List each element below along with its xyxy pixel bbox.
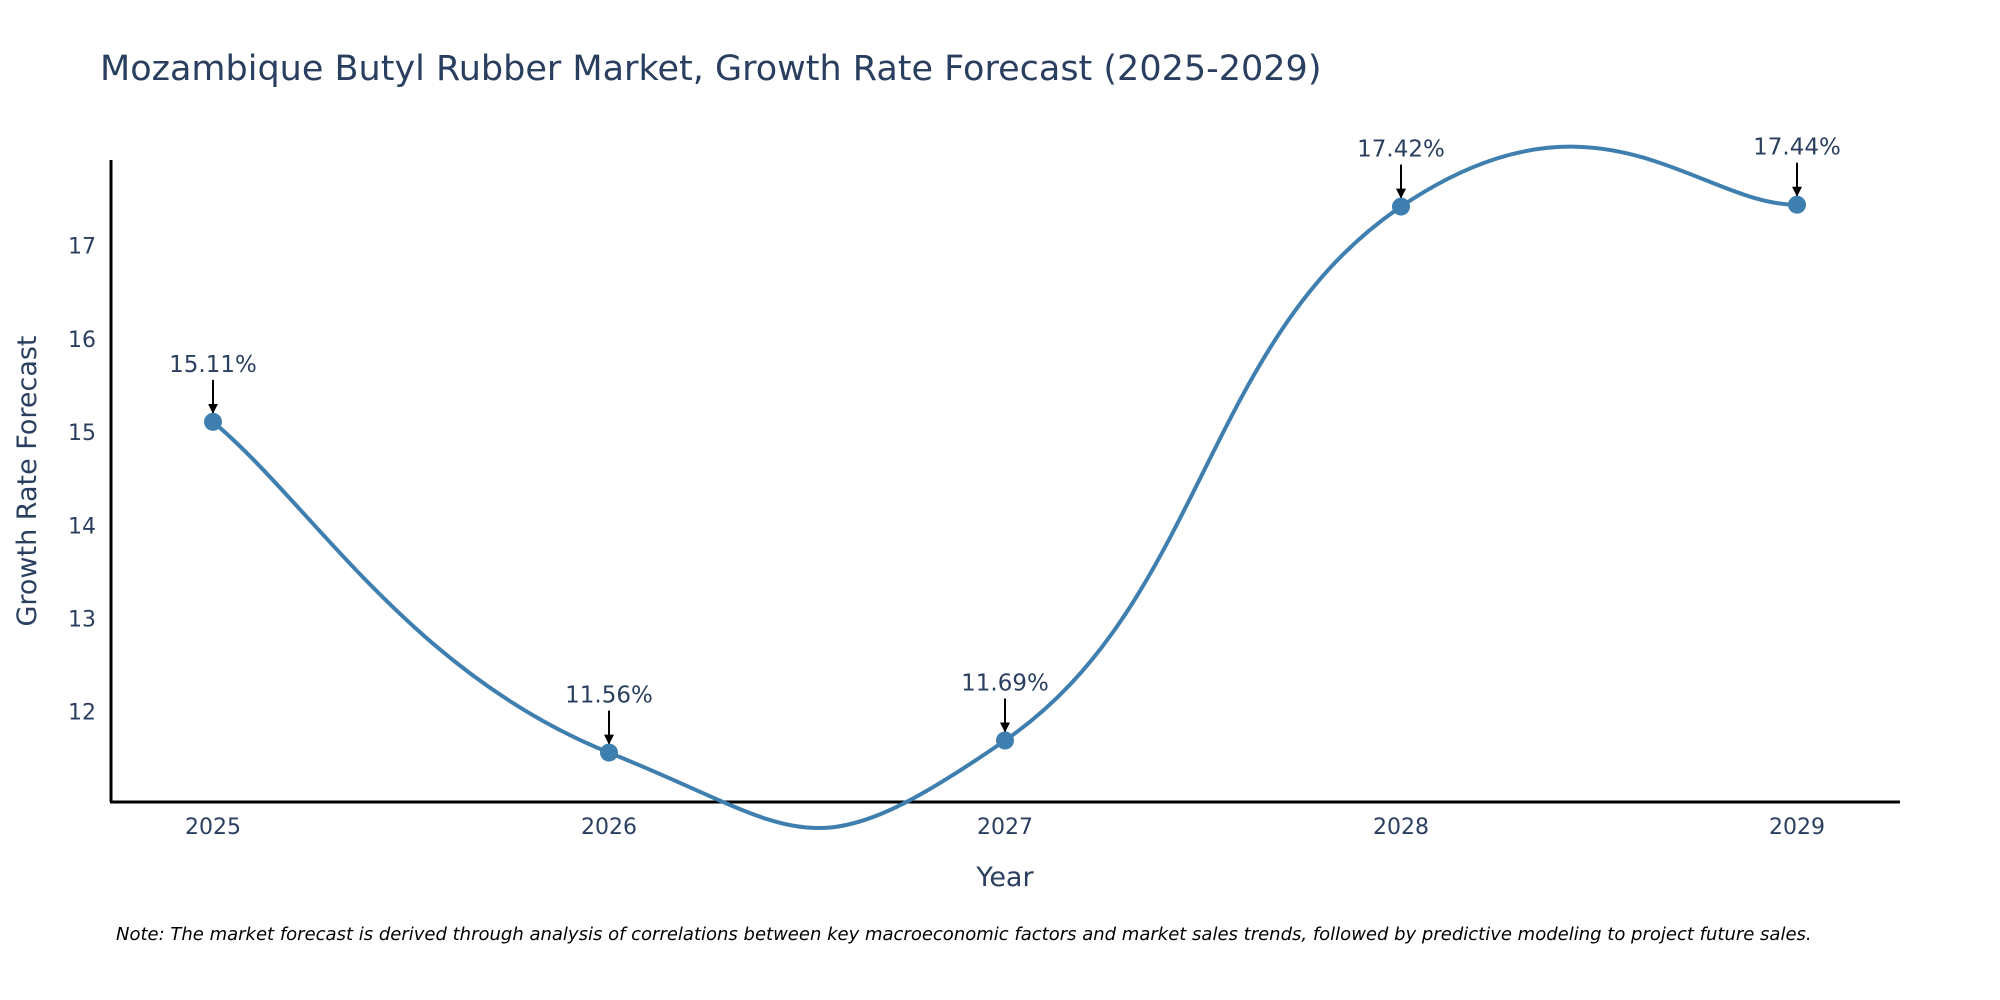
x-axis-title: Year (975, 862, 1034, 893)
x-tick-label: 2027 (977, 815, 1033, 840)
footnote: Note: The market forecast is derived thr… (116, 924, 1812, 945)
data-point[interactable] (1788, 195, 1806, 214)
data-label: 17.42% (1357, 137, 1445, 163)
series-line (211, 144, 1798, 831)
ticks: 2025 2026 2027 2028 2029 12 13 14 15 16 17 (68, 235, 1825, 840)
chart-title: Mozambique Butyl Rubber Market, Growth R… (100, 49, 1321, 89)
data-point[interactable] (996, 731, 1014, 750)
y-tick-label: 17 (68, 235, 96, 260)
x-tick-label: 2025 (185, 815, 241, 840)
y-tick-label: 12 (68, 701, 96, 726)
data-label: 11.56% (565, 683, 653, 709)
y-tick-label: 13 (68, 607, 96, 632)
data-points (204, 195, 1806, 762)
x-tick-label: 2028 (1373, 815, 1429, 840)
data-label: 17.44% (1753, 135, 1841, 161)
data-point[interactable] (204, 412, 222, 431)
data-point[interactable] (600, 743, 618, 762)
y-tick-label: 15 (68, 421, 96, 446)
y-tick-label: 14 (68, 514, 96, 539)
data-label: 15.11% (169, 352, 257, 378)
y-tick-label: 16 (68, 328, 96, 353)
data-point[interactable] (1392, 197, 1410, 216)
data-label: 11.69% (961, 671, 1049, 697)
y-axis-title: Growth Rate Forecast (12, 335, 43, 626)
x-tick-label: 2026 (581, 815, 637, 840)
x-tick-label: 2029 (1769, 815, 1825, 840)
annotations: 15.11% 11.56% 11.69% 17.42% 17.44% (169, 135, 1841, 745)
